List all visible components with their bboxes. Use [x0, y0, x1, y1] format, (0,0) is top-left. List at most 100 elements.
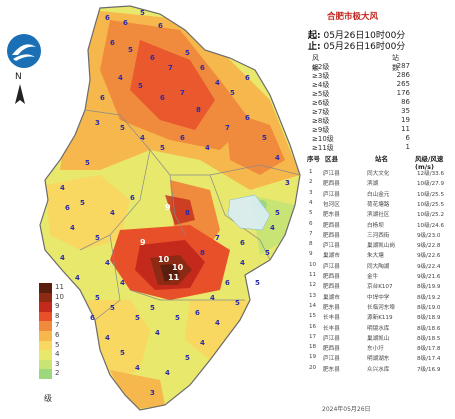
legend-label: 9 — [55, 302, 60, 311]
station-value: 4 — [240, 259, 245, 267]
period-start-label: 起: — [308, 31, 321, 41]
table-cell-station: 京台K107 — [367, 284, 393, 291]
summary-row: ≥11级 1 — [310, 143, 420, 152]
table-cell-county: 肥西县 — [323, 274, 340, 280]
table-cell-station: 白杨坝 — [367, 222, 384, 229]
station-value: 6 — [225, 279, 230, 287]
table-cell-station: 同大陶湖 — [367, 263, 390, 270]
table-cell-no: 10 — [309, 261, 317, 268]
table-cell-county: 肥西县 — [323, 181, 340, 188]
legend-title: 级 — [44, 394, 52, 403]
table-row: 18 肥西县 东小圩 8级/17.8 — [305, 344, 455, 352]
table-header-station: 站名 — [375, 155, 388, 163]
station-value: 5 — [95, 234, 100, 242]
summary-level: ≥5级 — [312, 90, 330, 98]
table-cell-value: 8级/18.5 — [417, 335, 441, 342]
table-cell-no: 12 — [309, 282, 317, 289]
table-cell-county: 肥东县 — [323, 212, 340, 219]
summary-row: ≥9级 11 — [310, 125, 420, 134]
station-value: 7 — [168, 64, 173, 72]
legend-swatch — [39, 302, 52, 312]
table-cell-no: 17 — [309, 333, 317, 340]
station-value: 6 — [150, 54, 155, 62]
table-cell-no: 7 — [309, 230, 313, 237]
station-value: 11 — [168, 273, 180, 282]
station-value: 4 — [200, 339, 205, 347]
station-value: 7 — [180, 89, 185, 97]
table-cell-no: 6 — [309, 220, 313, 227]
table-cell-county: 庐江县 — [323, 191, 340, 198]
table-cell-no: 16 — [309, 323, 317, 330]
summary-count: 19 — [401, 116, 410, 124]
summary-row: ≥7级 35 — [310, 107, 420, 116]
station-value: 5 — [160, 144, 165, 152]
legend-label: 11 — [55, 283, 64, 291]
station-value: 6 — [160, 94, 165, 102]
table-cell-value: 8级/19.9 — [417, 284, 441, 291]
table-cell-county: 包河区 — [323, 201, 340, 208]
station-value: 6 — [158, 22, 163, 30]
weather-logo — [4, 31, 44, 71]
station-value: 5 — [255, 279, 260, 287]
table-row: 15 长丰县 源新K119 8级/18.9 — [305, 313, 455, 321]
table-cell-station: 朱大塘 — [367, 253, 384, 260]
legend-swatch — [39, 369, 52, 379]
station-value: 4 — [140, 134, 145, 142]
period-end-label: 止: — [308, 42, 321, 52]
table-cell-value: 8级/18.6 — [417, 325, 441, 332]
legend-label: 7 — [55, 321, 60, 330]
table-cell-station: 众兴水库 — [367, 366, 390, 373]
station-value: 5 — [120, 349, 125, 357]
legend-label: 6 — [55, 331, 60, 339]
summary-count: 1 — [405, 143, 410, 151]
legend-swatch — [39, 340, 52, 351]
summary-count: 11 — [401, 125, 410, 133]
station-value: 6 — [200, 64, 205, 72]
station-value: 7 — [225, 124, 230, 132]
table-cell-value: 9级/22.6 — [417, 253, 441, 260]
station-value: 7 — [215, 234, 220, 242]
legend-label: 3 — [55, 359, 60, 368]
table-cell-value: 10级/25.2 — [417, 212, 445, 219]
station-value: 5 — [265, 249, 270, 257]
summary-row: ≥10级 6 — [310, 134, 420, 143]
table-cell-station: 滨湖社区 — [367, 212, 390, 219]
table-cell-value: 10级/25.5 — [417, 191, 445, 198]
legend-label: 4 — [55, 350, 60, 359]
table-cell-station: 东小圩 — [367, 346, 384, 353]
table-cell-station: 明镜水库 — [367, 325, 390, 332]
summary-level: ≥6级 — [312, 99, 330, 107]
station-value: 5 — [262, 134, 267, 142]
station-value: 8 — [200, 249, 205, 257]
station-value: 4 — [60, 184, 65, 192]
table-header-no: 序号 — [307, 155, 320, 163]
table-cell-county: 肥东县 — [323, 304, 340, 311]
table-row: 5 肥东县 滨湖社区 10级/25.2 — [305, 210, 455, 218]
summary-row: ≥6级 86 — [310, 98, 420, 107]
table-row: 14 肥东县 长临河东埠 8级/19.0 — [305, 303, 455, 311]
station-value: 4 — [270, 224, 275, 232]
station-value: 5 — [150, 304, 155, 312]
station-value: 6 — [245, 114, 250, 122]
summary-row: ≥4级 265 — [310, 80, 420, 89]
table-cell-county: 肥西县 — [323, 284, 340, 291]
summary-count: 265 — [396, 80, 410, 88]
table-cell-county: 庐江县 — [323, 243, 340, 250]
table-cell-value: 8级/19.0 — [417, 304, 441, 311]
legend-label: 8 — [55, 311, 60, 320]
station-value: 4 — [275, 154, 280, 162]
station-value: 3 — [95, 119, 100, 127]
table-header-value: 风级/风速(m/s) — [415, 155, 444, 171]
station-value: 4 — [215, 79, 220, 87]
legend-swatch — [39, 321, 52, 331]
station-value: 4 — [135, 364, 140, 372]
station-value: 6 — [240, 239, 245, 247]
station-value: 4 — [210, 294, 215, 302]
summary-count: 286 — [396, 71, 410, 79]
table-row: 3 庐江县 白山金元 10级/25.5 — [305, 190, 455, 198]
station-value: 6 — [195, 309, 200, 317]
table-cell-no: 2 — [309, 179, 313, 186]
table-cell-no: 20 — [309, 364, 317, 371]
station-value: 4 — [155, 329, 160, 337]
